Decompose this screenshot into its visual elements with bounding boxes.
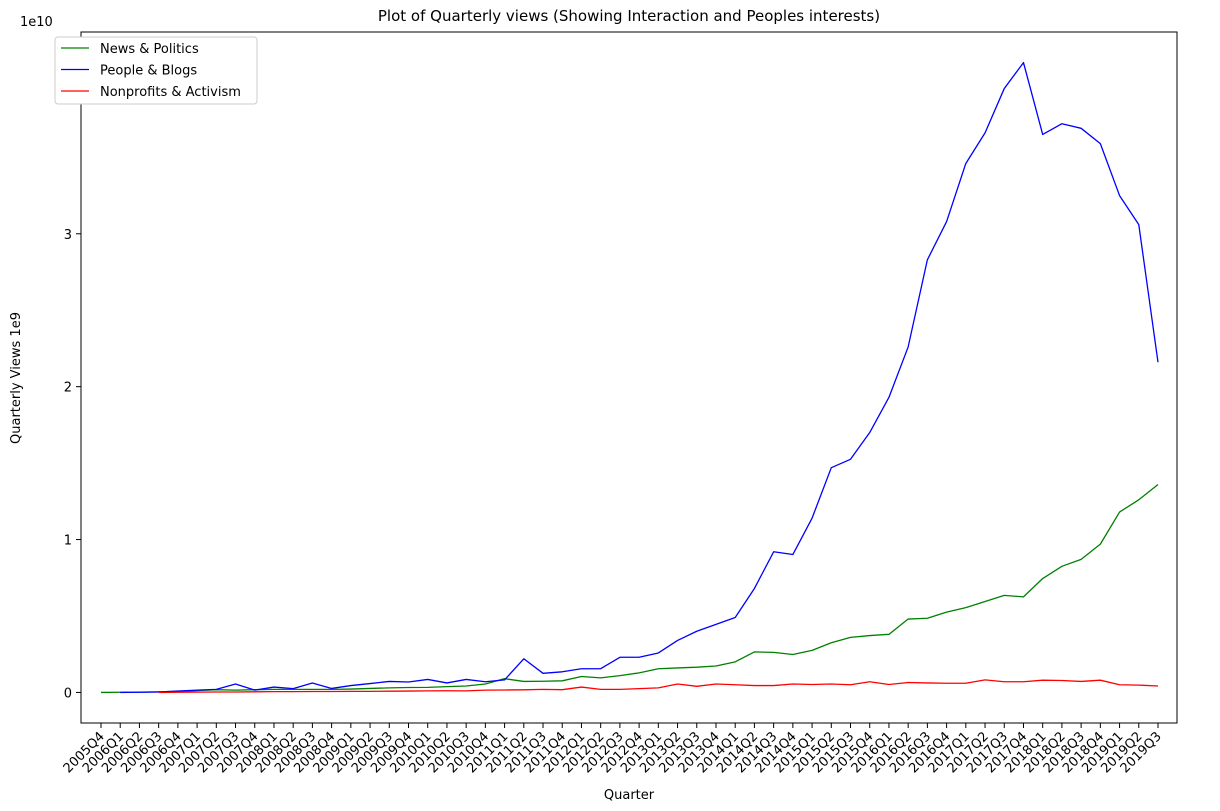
series-line-1 <box>120 61 1159 694</box>
y-offset-label: 1e10 <box>20 15 53 30</box>
series-line-0 <box>100 484 1159 694</box>
y-tick-label: 2 <box>64 381 72 396</box>
plot-frame <box>80 31 1178 724</box>
y-tick-label: 0 <box>64 686 72 701</box>
legend-label: Nonprofits & Activism <box>100 85 241 100</box>
legend-label: News & Politics <box>100 42 199 57</box>
y-tick-label: 3 <box>64 228 72 243</box>
plot-lines <box>100 61 1159 694</box>
x-axis-label: Quarter <box>604 788 655 803</box>
y-axis-label: Quarterly Views 1e9 <box>9 312 24 444</box>
y-tick-label: 1 <box>64 534 72 549</box>
series-line-2 <box>158 679 1159 694</box>
legend-box <box>54 36 258 105</box>
chart-title: Plot of Quarterly views (Showing Interac… <box>378 7 880 25</box>
legend-label: People & Blogs <box>100 64 197 79</box>
legend: News & Politics People & Blogs Nonprofits … <box>54 36 258 105</box>
